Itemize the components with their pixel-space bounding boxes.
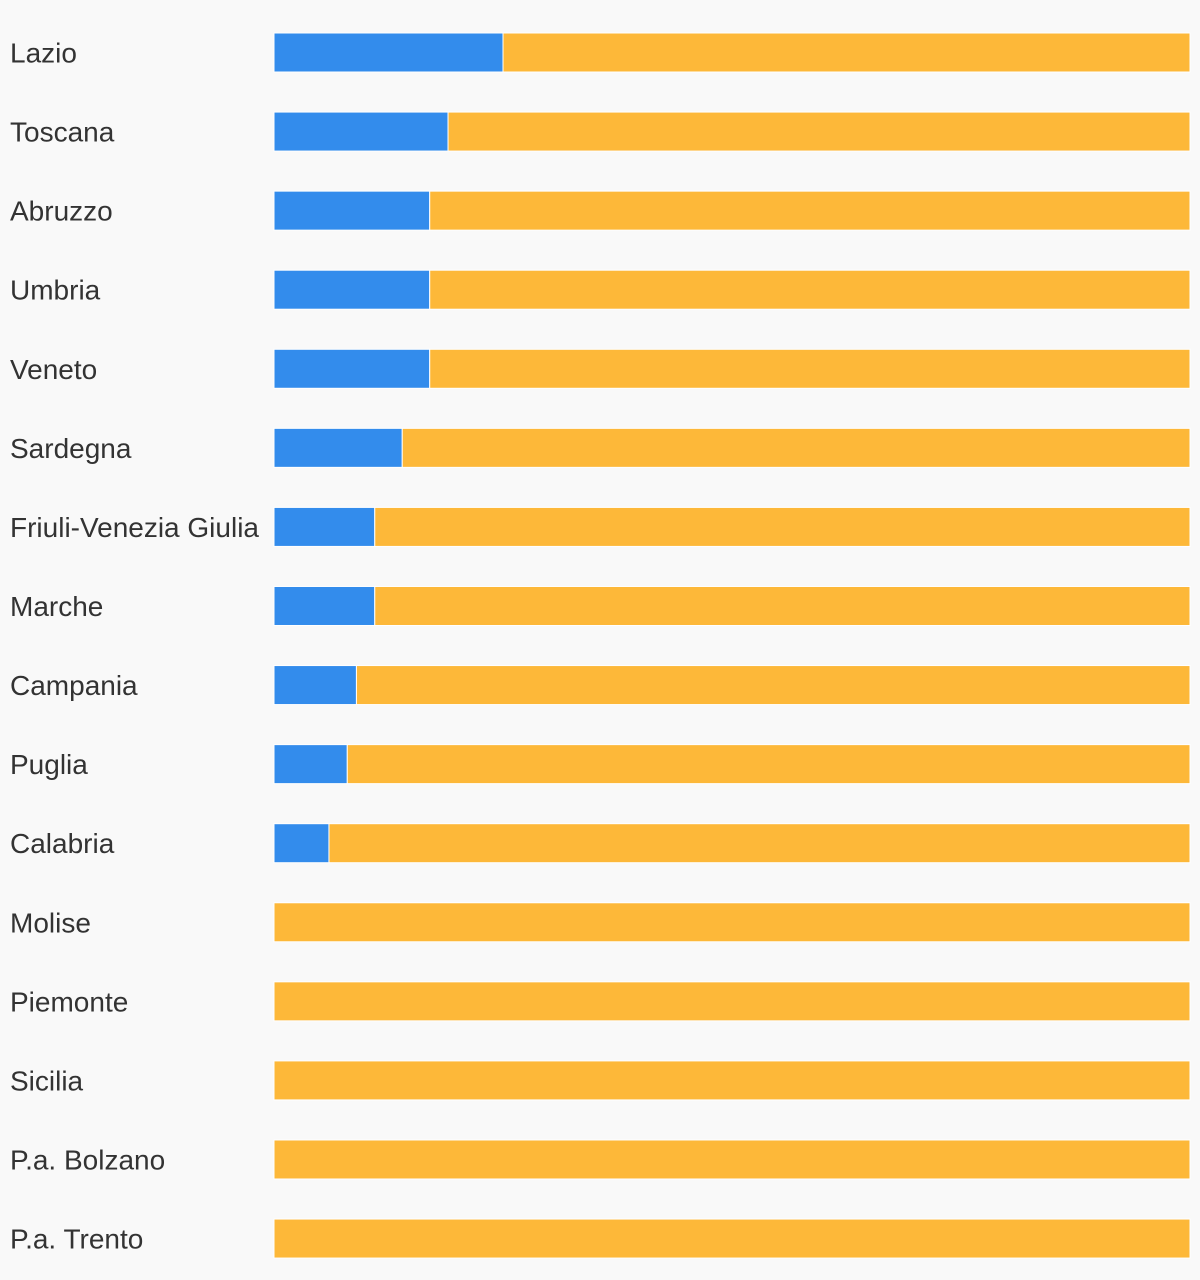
category-label: P.a. Trento xyxy=(10,1224,143,1255)
bar-segment-series-1 xyxy=(273,427,403,468)
bar-segment-series-2 xyxy=(328,823,1191,864)
bar-segment-series-2 xyxy=(273,1218,1191,1259)
category-label: Toscana xyxy=(10,117,115,148)
category-label: Friuli-Venezia Giulia xyxy=(10,512,259,543)
bar-segment-series-2 xyxy=(374,585,1191,626)
category-label: Umbria xyxy=(10,275,101,306)
bar-segment-series-2 xyxy=(502,32,1191,73)
bar-segment-series-2 xyxy=(355,665,1191,706)
category-label: Abruzzo xyxy=(10,196,113,227)
bar-segment-series-2 xyxy=(273,1139,1191,1180)
bar-marks xyxy=(273,32,1191,1259)
bar-segment-series-1 xyxy=(273,665,357,706)
bar-segment-series-2 xyxy=(273,902,1191,943)
bar-segment-series-1 xyxy=(273,348,431,389)
category-label: Veneto xyxy=(10,354,97,385)
bar-segment-series-2 xyxy=(429,190,1191,231)
bar-segment-series-2 xyxy=(429,348,1191,389)
bar-segment-series-1 xyxy=(273,190,431,231)
category-labels: Lazio Toscana Abruzzo Umbria Veneto Sardegna F… xyxy=(10,38,259,1255)
bar-segment-series-1 xyxy=(273,744,348,785)
bar-segment-series-2 xyxy=(374,506,1191,547)
category-label: Molise xyxy=(10,907,91,938)
category-label: Puglia xyxy=(10,749,88,780)
category-label: P.a. Bolzano xyxy=(10,1144,165,1175)
bar-segment-series-2 xyxy=(401,427,1191,468)
category-label: Sicilia xyxy=(10,1065,84,1096)
bar-segment-series-2 xyxy=(447,111,1191,152)
category-label: Lazio xyxy=(10,38,77,69)
bar-segment-series-2 xyxy=(273,981,1191,1022)
category-label: Sardegna xyxy=(10,433,132,464)
bar-segment-series-1 xyxy=(273,32,504,73)
category-label: Marche xyxy=(10,591,103,622)
bar-segment-series-1 xyxy=(273,269,431,310)
bar-segment-series-1 xyxy=(273,111,449,152)
category-label: Calabria xyxy=(10,828,115,859)
bar-segment-series-2 xyxy=(273,1060,1191,1101)
bar-segment-series-1 xyxy=(273,506,376,547)
category-label: Piemonte xyxy=(10,986,128,1017)
category-label: Campania xyxy=(10,670,138,701)
bar-segment-series-1 xyxy=(273,823,330,864)
bar-segment-series-2 xyxy=(346,744,1191,785)
bar-segment-series-1 xyxy=(273,585,376,626)
bar-segment-series-2 xyxy=(429,269,1191,310)
